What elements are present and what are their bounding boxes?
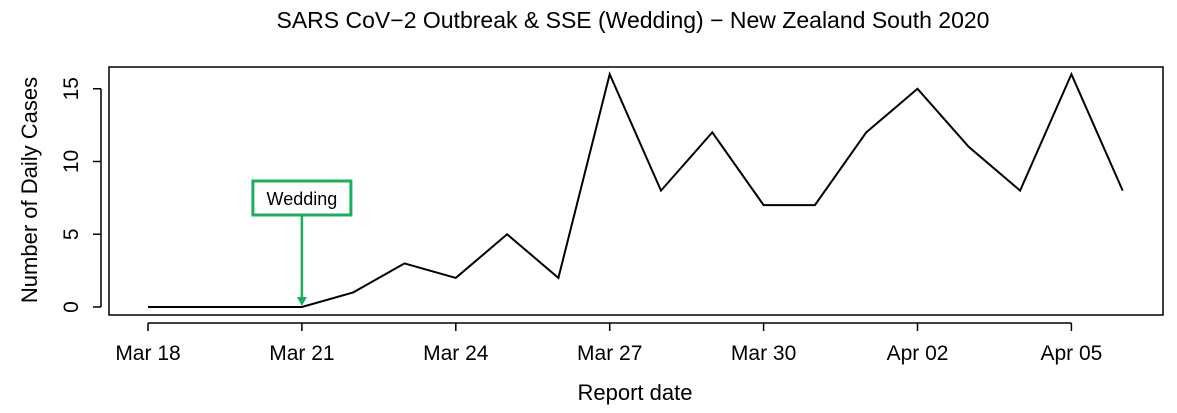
x-axis-label: Report date [578, 380, 693, 405]
y-axis-label: Number of Daily Cases [17, 77, 42, 303]
series-line [148, 71, 1124, 308]
x-axis: Mar 18 Mar 21 Mar 24 Mar 27 Mar 30 Apr 02 Apr … [115, 322, 1102, 365]
x-tick-label: Mar 27 [577, 342, 642, 365]
y-tick-label: 0 [60, 301, 83, 313]
y-axis: 0 5 10 15 [60, 77, 102, 313]
annotation-arrowhead [296, 297, 307, 306]
chart-title: SARS CoV−2 Outbreak & SSE (Wedding) − Ne… [277, 7, 990, 33]
wedding-annotation: Wedding [251, 179, 353, 306]
annotation-label: Wedding [267, 189, 338, 209]
x-tick-label: Mar 24 [423, 342, 489, 365]
annotation-box [251, 179, 353, 217]
y-tick-label: 15 [60, 77, 83, 100]
x-tick-label: Mar 18 [115, 342, 180, 365]
plot-box [108, 66, 1164, 316]
x-tick-label: Apr 02 [887, 342, 949, 365]
x-tick-label: Mar 21 [269, 342, 334, 365]
x-tick-label: Mar 30 [731, 342, 796, 365]
x-tick-label: Apr 05 [1040, 342, 1102, 365]
y-tick-label: 10 [60, 150, 83, 173]
y-tick-label: 5 [60, 228, 83, 240]
